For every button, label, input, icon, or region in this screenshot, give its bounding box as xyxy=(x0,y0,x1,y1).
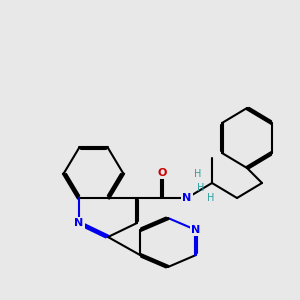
Text: O: O xyxy=(157,168,167,178)
Text: N: N xyxy=(191,225,201,235)
Text: H: H xyxy=(207,193,214,203)
Text: H: H xyxy=(194,169,202,179)
Text: N: N xyxy=(182,193,192,203)
Text: N: N xyxy=(74,218,84,228)
Text: H: H xyxy=(197,183,204,193)
